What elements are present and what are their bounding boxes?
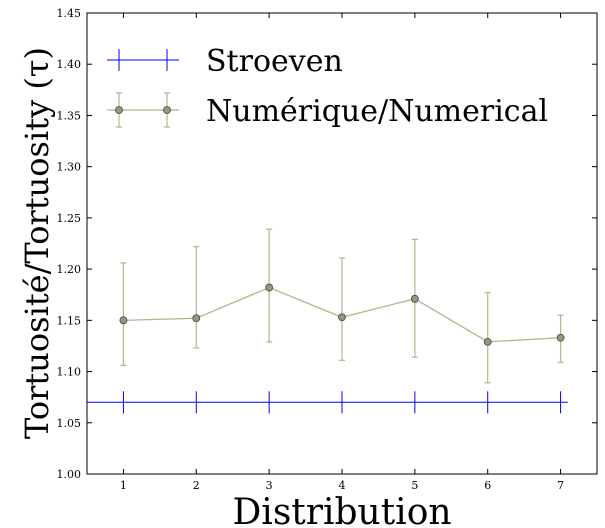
y-tick-label: 1.25 — [57, 212, 82, 225]
numerical-point — [338, 313, 346, 322]
legend-numerical-point — [163, 106, 171, 114]
y-axis-label: Tortuosité/Tortuosity (τ) — [18, 47, 56, 439]
series-layer — [87, 228, 568, 414]
y-tick-label: 1.45 — [57, 7, 82, 20]
x-tick-label: 3 — [266, 479, 273, 492]
legend-stroeven-label: Stroeven — [206, 44, 343, 79]
y-tick-label: 1.40 — [57, 58, 82, 71]
y-tick-label: 1.20 — [57, 263, 82, 276]
x-tick-label: 6 — [484, 479, 491, 492]
x-tick-label: 2 — [193, 479, 200, 492]
numerical-point — [192, 314, 201, 323]
numerical-point — [265, 283, 274, 292]
y-tick-label: 1.30 — [57, 161, 82, 174]
numerical-point — [556, 333, 565, 342]
x-tick-label: 7 — [557, 479, 564, 492]
y-tick-label: 1.00 — [57, 468, 82, 481]
x-tick-label: 4 — [339, 479, 346, 492]
y-tick-label: 1.10 — [57, 366, 82, 379]
numerical-point — [483, 337, 492, 346]
axis-ticks: 1.00 1.05 1.10 1.15 1.20 1.25 1.30 1.35 1.40 1.45… — [57, 7, 597, 492]
x-tick-label: 1 — [120, 479, 127, 492]
y-tick-label: 1.05 — [57, 417, 82, 430]
legend-numerical-point — [115, 106, 123, 114]
y-tick-label: 1.15 — [57, 314, 82, 327]
numerical-point — [410, 294, 419, 303]
numerical-point — [119, 316, 128, 325]
x-tick-label: 5 — [411, 479, 418, 492]
x-axis-label: Distribution — [232, 492, 451, 528]
y-tick-label: 1.35 — [57, 109, 82, 122]
legend-numerical-label: Numérique/Numerical — [206, 94, 548, 129]
legend: Stroeven Numérique/Numerical — [107, 44, 548, 129]
